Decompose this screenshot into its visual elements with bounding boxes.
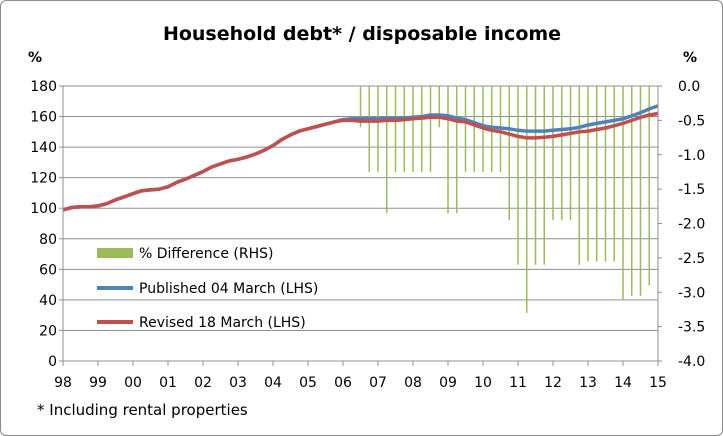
right-tick-label: -3.0 — [678, 285, 705, 301]
left-tick-label: 120 — [30, 171, 57, 187]
left-tick-label: 80 — [39, 232, 57, 248]
x-axis-ticks: 98 99 00 01 02 03 04 05 06 07 08 09 10 11 12 13 14 15 — [54, 361, 667, 391]
series-lines — [62, 104, 659, 212]
right-tick-label: -3.5 — [678, 320, 705, 336]
legend-label-revised: Revised 18 March (LHS) — [139, 315, 306, 331]
x-tick-label: 07 — [369, 375, 387, 391]
x-tick-label: 08 — [404, 375, 422, 391]
x-tick-label: 15 — [649, 375, 667, 391]
left-tick-label: 40 — [39, 293, 57, 309]
x-tick-label: 03 — [229, 375, 247, 391]
legend-label-difference: % Difference (RHS) — [139, 246, 273, 262]
x-tick-label: 11 — [509, 375, 527, 391]
x-tick-label: 13 — [579, 375, 597, 391]
x-tick-label: 09 — [439, 375, 457, 391]
right-tick-label: -2.0 — [678, 217, 705, 233]
right-tick-label: -2.5 — [678, 251, 705, 267]
right-tick-label: 0.0 — [678, 79, 700, 95]
left-tick-label: 160 — [30, 110, 57, 126]
x-tick-label: 02 — [194, 375, 212, 391]
left-tick-label: 20 — [39, 323, 57, 339]
revised-line — [62, 111, 659, 212]
x-tick-label: 06 — [334, 375, 352, 391]
left-tick-label: 0 — [48, 354, 57, 370]
x-tick-label: 05 — [299, 375, 317, 391]
chart-title: Household debt* / disposable income — [163, 23, 561, 45]
right-tick-label: -1.5 — [678, 182, 705, 198]
x-tick-label: 00 — [124, 375, 142, 391]
legend-swatch-difference — [97, 248, 133, 258]
legend-label-published: Published 04 March (LHS) — [139, 281, 318, 297]
left-axis-ticks: 0 20 40 60 80 100 120 140 160 180 — [30, 79, 63, 370]
x-tick-label: 14 — [614, 375, 632, 391]
x-tick-label: 04 — [264, 375, 282, 391]
right-axis-unit: % — [683, 50, 697, 66]
left-tick-label: 100 — [30, 201, 57, 217]
x-tick-label: 01 — [159, 375, 177, 391]
right-tick-label: -1.0 — [678, 148, 705, 164]
left-axis-unit: % — [28, 50, 42, 66]
legend: % Difference (RHS) Published 04 March (L… — [97, 246, 318, 331]
x-tick-label: 98 — [54, 375, 72, 391]
x-tick-label: 12 — [544, 375, 562, 391]
left-tick-label: 180 — [30, 79, 57, 95]
x-tick-label: 99 — [89, 375, 107, 391]
right-tick-label: -4.0 — [678, 354, 705, 370]
left-tick-label: 140 — [30, 140, 57, 156]
left-tick-label: 60 — [39, 262, 57, 278]
right-axis-ticks: 0.0 -0.5 -1.0 -1.5 -2.0 -2.5 -3.0 -3.5 -4.0 — [658, 79, 705, 370]
right-tick-label: -0.5 — [678, 113, 705, 129]
chart-footnote: * Including rental properties — [37, 401, 248, 419]
x-tick-label: 10 — [474, 375, 492, 391]
